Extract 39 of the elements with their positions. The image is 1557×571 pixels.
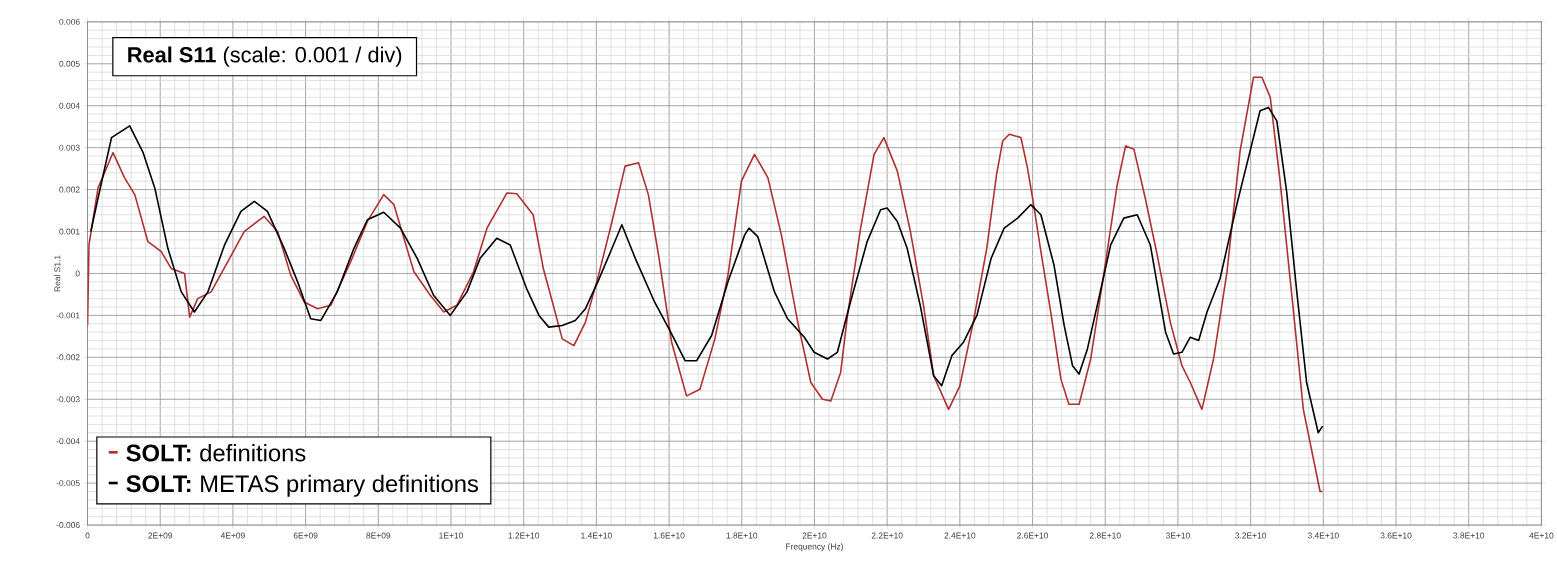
- x-tick-label: 1.8E+10: [726, 532, 758, 539]
- y-tick-label: 0.006: [59, 18, 80, 25]
- x-tick-label: 1.4E+10: [581, 532, 612, 539]
- x-tick-label: 2.8E+10: [1089, 532, 1121, 539]
- x-tick-label: 2.4E+10: [944, 532, 976, 539]
- y-tick-label: 0.004: [59, 102, 80, 109]
- y-tick-label: 0.001: [59, 228, 80, 235]
- y-tick-label: 0.002: [59, 186, 80, 193]
- y-tick-label: -0.004: [56, 438, 80, 445]
- x-tick-label: 1E+10: [439, 532, 463, 539]
- x-axis-title: Frequency (Hz): [786, 543, 843, 552]
- x-tick-label: 2E+10: [802, 532, 827, 539]
- legend-label: SOLT: definitions: [126, 444, 306, 462]
- x-tick-label: 4E+10: [1529, 532, 1554, 539]
- legend-label: SOLT: METAS primary definitions: [126, 474, 478, 497]
- y-tick-label: 0: [75, 270, 80, 277]
- y-axis-title: Real S1,1: [54, 255, 62, 292]
- y-tick-label: 0.003: [59, 144, 80, 151]
- y-tick-label: -0.005: [56, 480, 80, 487]
- y-tick-label: -0.006: [56, 522, 80, 529]
- x-tick-label: 3.6E+10: [1380, 532, 1412, 539]
- x-tick-label: 6E+09: [293, 532, 318, 539]
- x-tick-label: 8E+09: [366, 532, 391, 539]
- y-tick-label: -0.002: [56, 354, 80, 361]
- text: Real S11 (scale: 0.001 / div): [128, 46, 402, 67]
- y-tick-label: -0.001: [56, 312, 80, 319]
- x-tick-label: 0: [85, 532, 90, 539]
- x-tick-label: 2E+09: [148, 532, 173, 539]
- x-tick-label: 4E+09: [220, 532, 245, 539]
- y-tick-label: 0.005: [59, 60, 80, 67]
- x-tick-label: 1.6E+10: [653, 532, 685, 539]
- x-tick-label: 3E+10: [1165, 532, 1190, 539]
- x-tick-label: 3.2E+10: [1235, 532, 1267, 539]
- x-tick-label: 3.8E+10: [1453, 532, 1485, 539]
- x-tick-label: 1.2E+10: [508, 532, 540, 539]
- x-tick-label: 2.2E+10: [871, 532, 903, 539]
- x-tick-label: 3.4E+10: [1307, 532, 1339, 539]
- x-tick-label: 2.6E+10: [1017, 532, 1049, 539]
- y-tick-label: -0.003: [56, 396, 80, 403]
